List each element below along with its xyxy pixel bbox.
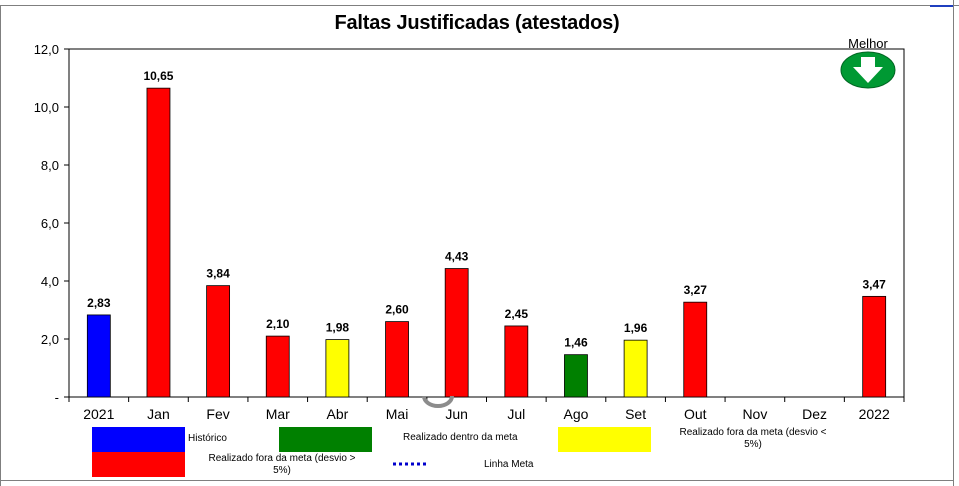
x-tick-label: Ago bbox=[564, 406, 589, 422]
frame-top-border bbox=[0, 5, 959, 6]
x-tick-label: Jun bbox=[445, 406, 468, 422]
legend-fora-maior-line2: 5%) bbox=[273, 465, 291, 476]
x-tick-label: Jan bbox=[147, 406, 170, 422]
x-tick-label: Out bbox=[684, 406, 707, 422]
legend-fora-menor-line1: Realizado fora da meta (desvio < bbox=[679, 427, 827, 438]
frame-left-border bbox=[0, 5, 1, 486]
x-tick-label: Set bbox=[625, 406, 646, 422]
legend-fora-maior-line1: Realizado fora da meta (desvio > bbox=[208, 453, 356, 464]
data-label-fev: 3,84 bbox=[206, 267, 230, 281]
decorative-arc bbox=[422, 395, 454, 408]
data-label-out: 3,27 bbox=[684, 283, 708, 297]
data-label-abr: 1,98 bbox=[326, 321, 350, 335]
legend-historico-swatch bbox=[92, 427, 185, 452]
y-tick-label: 8,0 bbox=[41, 158, 59, 173]
x-tick-label: 2021 bbox=[83, 406, 114, 422]
legend-dentro-label: Realizado dentro da meta bbox=[403, 432, 518, 443]
y-tick-label: - bbox=[55, 390, 59, 405]
x-tick-label: Abr bbox=[326, 406, 348, 422]
legend-fora-menor-line2: 5%) bbox=[744, 439, 762, 450]
data-label-ago: 1,46 bbox=[564, 336, 588, 350]
legend-historico-label: Histórico bbox=[188, 433, 227, 444]
legend-fora-menor-swatch bbox=[558, 427, 651, 452]
bar-jan bbox=[146, 87, 171, 398]
data-label-set: 1,96 bbox=[624, 321, 648, 335]
melhor-label: Melhor bbox=[848, 36, 888, 51]
x-tick-label: Jul bbox=[507, 406, 525, 422]
bar-mar bbox=[265, 335, 290, 398]
legend-fora-maior-label: Realizado fora da meta (desvio > 5%) bbox=[192, 453, 372, 477]
legend-dentro-swatch bbox=[279, 427, 372, 452]
plot-area bbox=[68, 48, 905, 398]
y-tick-label: 4,0 bbox=[41, 274, 59, 289]
x-tick-label: Fev bbox=[206, 406, 229, 422]
bar-abr bbox=[325, 339, 350, 398]
y-tick-label: 2,0 bbox=[41, 332, 59, 347]
frame-right-border bbox=[953, 0, 954, 486]
bar-2021 bbox=[86, 314, 111, 398]
x-tick-label: 2022 bbox=[859, 406, 890, 422]
x-tick-label: Nov bbox=[742, 406, 767, 422]
y-tick-label: 6,0 bbox=[41, 216, 59, 231]
bar-jul bbox=[504, 325, 529, 398]
y-tick-label: 10,0 bbox=[34, 100, 59, 115]
frame-corner-accent bbox=[930, 5, 953, 7]
bar-set bbox=[623, 339, 648, 398]
bar-ago bbox=[564, 354, 588, 398]
data-label-mar: 2,10 bbox=[266, 317, 290, 331]
data-label-2021: 2,83 bbox=[87, 296, 111, 310]
bar-out bbox=[683, 301, 708, 398]
down-arrow-icon bbox=[853, 57, 883, 83]
legend-fora-maior-swatch bbox=[92, 452, 185, 477]
x-tick-label: Mai bbox=[386, 406, 409, 422]
bar-mai bbox=[385, 321, 409, 398]
legend-meta-label: Linha Meta bbox=[484, 459, 534, 470]
x-tick-label: Mar bbox=[266, 406, 290, 422]
x-tick-label: Dez bbox=[802, 406, 827, 422]
bar-2022 bbox=[862, 295, 887, 398]
bar-jun bbox=[444, 268, 469, 398]
data-label-2022: 3,47 bbox=[862, 277, 886, 291]
chart-title: Faltas Justificadas (atestados) bbox=[334, 12, 620, 34]
y-tick-label: 12,0 bbox=[34, 42, 59, 57]
frame-bottom-border bbox=[0, 480, 953, 481]
legend-fora-menor-label: Realizado fora da meta (desvio < 5%) bbox=[663, 427, 843, 451]
data-label-jul: 2,45 bbox=[505, 307, 529, 321]
bar-fev bbox=[206, 285, 231, 398]
data-label-mai: 2,60 bbox=[385, 303, 409, 317]
data-label-jun: 4,43 bbox=[445, 250, 469, 264]
data-label-jan: 10,65 bbox=[143, 69, 173, 83]
